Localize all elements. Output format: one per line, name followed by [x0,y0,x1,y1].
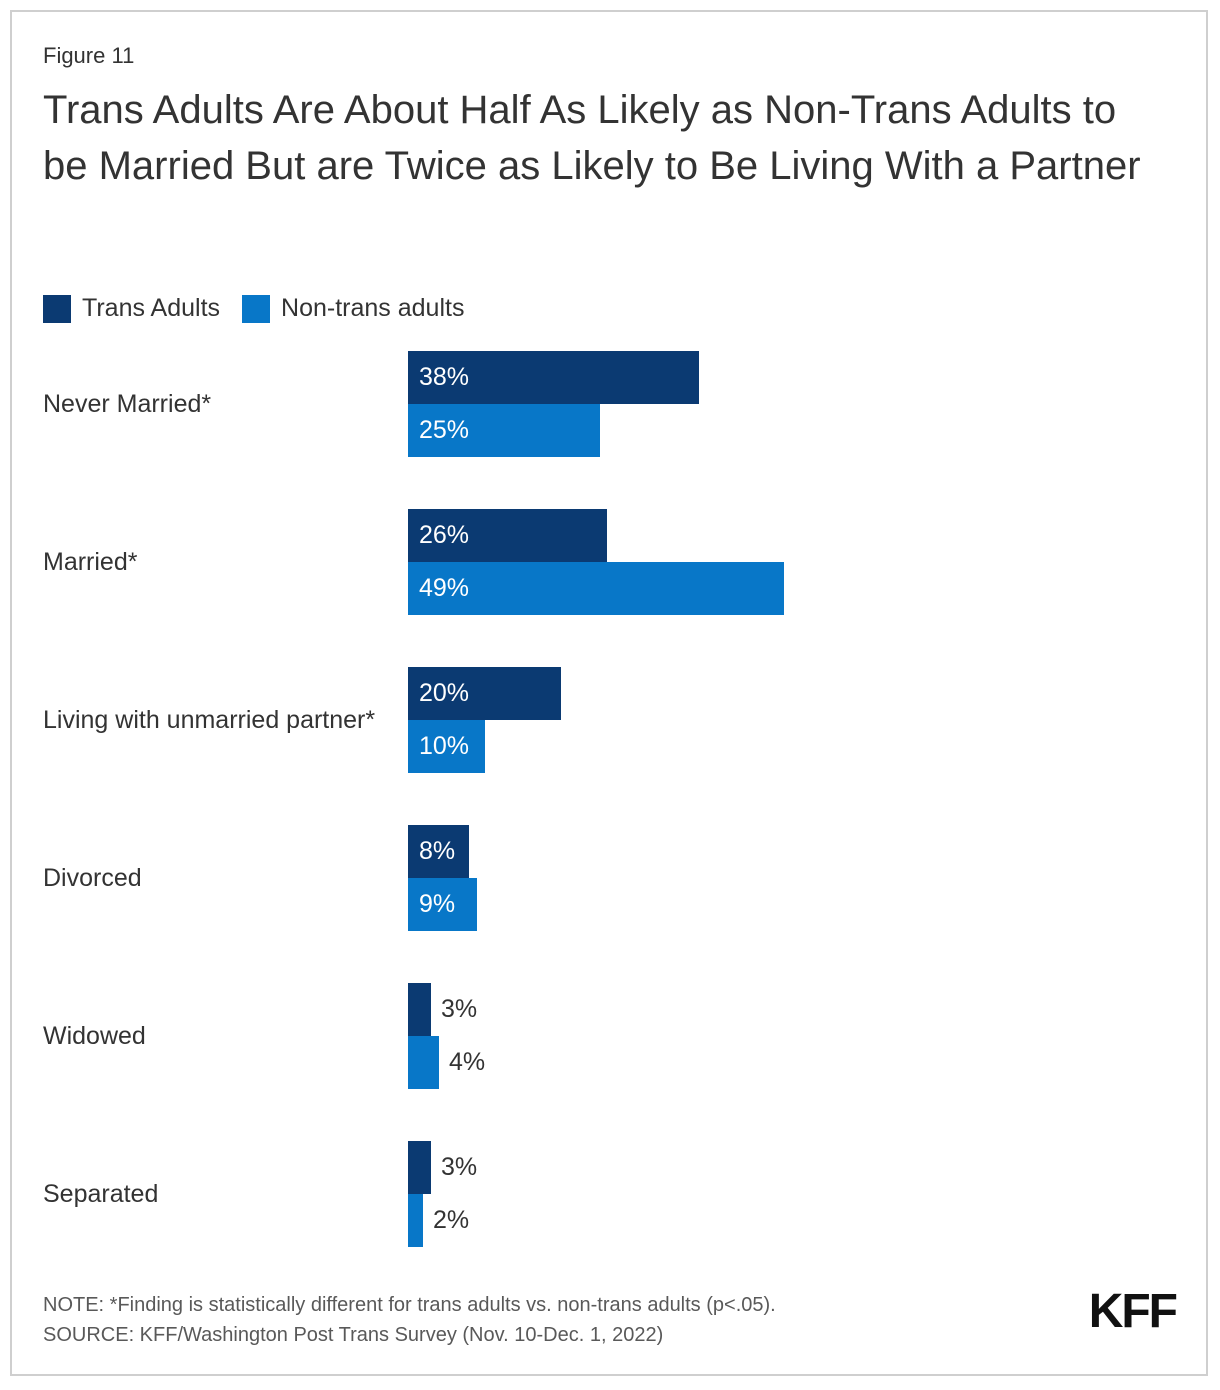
bar-value-label: 4% [449,1048,486,1076]
bar-value-label: 20% [419,679,470,707]
bar-line: 20% [408,667,1178,720]
category-label: Never Married* [43,389,212,418]
source-text: SOURCE: KFF/Washington Post Trans Survey… [43,1324,664,1346]
category-label: Living with unmarried partner* [43,705,376,734]
footnotes: NOTE: *Finding is statistically differen… [43,1290,776,1350]
category-label: Separated [43,1179,159,1208]
bar-non-trans-adults: 9% [408,878,477,931]
kff-logo: KFF [1088,1285,1178,1338]
bar-pair: 8% 9% [408,825,1178,931]
chart-title: Trans Adults Are About Half As Likely as… [43,88,1141,188]
bar-value-label: 3% [441,995,478,1023]
bar-value-label: 10% [419,732,470,760]
bar-pair: 38% 25% [408,351,1178,457]
bar-line: 3% [408,1141,1178,1194]
chart-row-widowed: Widowed 3% 4% [43,983,1178,1089]
legend-swatch-icon [43,294,71,323]
bar-value-label: 26% [419,521,470,549]
bar-trans-adults: 26% [408,509,607,562]
bar-line: 25% [408,404,1178,457]
chart-row-divorced: Divorced 8% 9% [43,825,1178,931]
bar-non-trans-adults: 10% [408,720,485,773]
bar-chart: Never Married* 38% 25% Married* 26% 49% Living… [43,351,1178,1299]
chart-row-married: Married* 26% 49% [43,509,1178,615]
bar-pair: 3% 4% [408,983,1178,1089]
bar-non-trans-adults [408,1036,439,1089]
chart-row-never-married: Never Married* 38% 25% [43,351,1178,457]
bar-value-label: 8% [419,837,456,865]
bar-line: 9% [408,878,1178,931]
figure-card: Figure 11 Trans Adults Are About Half As… [10,10,1208,1376]
bar-trans-adults: 8% [408,825,469,878]
figure-label: Figure 11 [43,43,135,68]
bar-trans-adults [408,983,431,1036]
bar-trans-adults: 20% [408,667,561,720]
legend-label: Non-trans adults [281,294,465,322]
bar-pair: 3% 2% [408,1141,1178,1247]
bar-value-label: 25% [419,416,470,444]
note-text: NOTE: *Finding is statistically differen… [43,1294,776,1316]
bar-trans-adults: 38% [408,351,699,404]
bar-line: 2% [408,1194,1178,1247]
bar-line: 8% [408,825,1178,878]
bar-pair: 26% 49% [408,509,1178,615]
category-label: Divorced [43,863,142,892]
bar-trans-adults [408,1141,431,1194]
bar-non-trans-adults: 49% [408,562,784,615]
legend-label: Trans Adults [82,294,221,322]
bar-line: 4% [408,1036,1178,1089]
category-label: Married* [43,547,138,576]
bar-line: 49% [408,562,1178,615]
bar-value-label: 9% [419,890,456,918]
bar-value-label: 3% [441,1153,478,1181]
bar-line: 10% [408,720,1178,773]
bar-pair: 20% 10% [408,667,1178,773]
legend-swatch-icon [242,294,271,323]
legend-item-non-trans-adults: Non-trans adults [242,294,464,323]
chart-row-living-with-unmarried-partner: Living with unmarried partner* 20% 10% [43,667,1178,773]
category-label: Widowed [43,1021,146,1050]
chart-row-separated: Separated 3% 2% [43,1141,1178,1247]
bar-value-label: 38% [419,363,470,391]
bar-line: 3% [408,983,1178,1036]
legend-item-trans-adults: Trans Adults [43,294,220,323]
bar-non-trans-adults [408,1194,423,1247]
bar-line: 38% [408,351,1178,404]
bar-value-label: 2% [433,1206,470,1234]
bar-value-label: 49% [419,574,470,602]
bar-line: 26% [408,509,1178,562]
bar-non-trans-adults: 25% [408,404,600,457]
legend: Trans Adults Non-trans adults [43,294,464,323]
